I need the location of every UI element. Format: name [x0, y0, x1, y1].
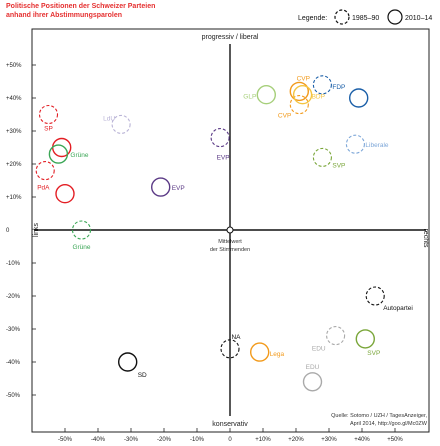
- party-label: FDP: [332, 84, 345, 91]
- legend-label: Legende:: [298, 15, 327, 22]
- party-label: Lega: [270, 351, 285, 358]
- x-tick-label: +30%: [321, 437, 337, 443]
- chart-title-line-2: anhand ihrer Abstimmungsparolen: [6, 12, 123, 19]
- x-tick-label: +50%: [387, 437, 403, 443]
- x-tick-label: 0: [228, 437, 232, 443]
- y-tick-label: -20%: [6, 294, 21, 300]
- party-label: LdU: [103, 115, 115, 122]
- party-marker-cvp: [289, 81, 309, 102]
- chart-title-line-1: Politische Positionen der Schweizer Part…: [6, 3, 156, 10]
- party-marker-autopartei: [365, 286, 385, 306]
- y-tick-label: +10%: [6, 195, 22, 201]
- party-label: SP: [44, 126, 53, 133]
- center-label-line-2: der Stimmenden: [210, 247, 250, 253]
- y-tick-label: -50%: [6, 393, 21, 399]
- x-tick-label: -20%: [157, 437, 172, 443]
- party-marker-edu: [302, 372, 323, 392]
- legend-new-label: 2010–14: [405, 15, 432, 22]
- party-marker-fdp: [312, 75, 332, 95]
- axis-label-left: links: [33, 223, 40, 238]
- party-marker-bdp: [292, 84, 313, 105]
- party-marker-cvp: [289, 95, 309, 115]
- party-label: EDU: [306, 364, 320, 371]
- party-label: PdA: [37, 185, 50, 192]
- party-marker-grüne: [71, 220, 92, 240]
- party-marker-svp: [312, 147, 332, 167]
- party-marker-fdp: [349, 88, 369, 108]
- party-marker-svp: [355, 329, 375, 349]
- y-tick-label: -40%: [6, 360, 21, 366]
- legend-old-label: 1985–90: [352, 15, 379, 22]
- y-tick-label: +30%: [6, 129, 22, 135]
- y-tick-label: +20%: [6, 162, 22, 168]
- party-label: SVP: [367, 350, 380, 357]
- party-marker-glp: [256, 84, 276, 105]
- party-marker-na: [220, 339, 240, 359]
- party-label: NA: [231, 334, 241, 341]
- y-tick-label: +40%: [6, 96, 22, 102]
- source-line-2: April 2014, http://goo.gl/Mc0ZW: [350, 421, 428, 427]
- x-tick-label: +40%: [354, 437, 370, 443]
- party-marker-ldu: [111, 114, 131, 134]
- party-label: Liberale: [365, 142, 389, 149]
- party-label: EVP: [217, 155, 230, 162]
- party-label: BDP: [312, 94, 325, 101]
- party-label: CVP: [297, 75, 310, 82]
- party-marker-sp: [38, 104, 59, 125]
- y-tick-label: -30%: [6, 327, 21, 333]
- party-label: SD: [138, 372, 147, 379]
- party-marker-evp: [150, 177, 171, 197]
- party-marker-pda: [55, 183, 75, 204]
- x-tick-label: -40%: [91, 437, 106, 443]
- party-marker-evp: [210, 128, 230, 148]
- party-marker-pda: [35, 161, 55, 181]
- party-label: SVP: [332, 162, 345, 169]
- x-tick-label: -10%: [190, 437, 205, 443]
- party-marker-grüne: [48, 144, 69, 164]
- source-line-1: Quelle: Sotomo / UZH / TagesAnzeiger,: [331, 413, 427, 419]
- legend-new-marker: [387, 9, 403, 25]
- party-label: GLP: [243, 94, 256, 101]
- x-tick-label: +20%: [288, 437, 304, 443]
- party-marker-lega: [250, 342, 270, 362]
- party-label: Grüne: [72, 244, 90, 251]
- axis-label-top: progressiv / liberal: [202, 34, 259, 41]
- x-tick-label: -50%: [58, 437, 73, 443]
- y-tick-label: +50%: [6, 63, 22, 69]
- center-label-line-1: Mittelwert: [218, 239, 242, 245]
- party-marker-edu: [326, 326, 346, 346]
- party-marker-liberale: [345, 134, 365, 154]
- y-tick-label: -10%: [6, 261, 21, 267]
- plot-frame: [31, 28, 430, 433]
- party-label: EDU: [312, 346, 326, 353]
- party-label: CVP: [278, 113, 291, 120]
- party-label: Grüne: [70, 152, 88, 159]
- x-tick-label: -30%: [124, 437, 139, 443]
- x-tick-label: +10%: [255, 437, 271, 443]
- center-mean-marker: [226, 226, 234, 234]
- party-marker-sd: [117, 352, 138, 372]
- axis-label-right: rechts: [422, 228, 429, 248]
- party-label: Autopartei: [383, 305, 413, 312]
- axis-label-bottom: konservativ: [212, 421, 248, 428]
- y-tick-label: 0: [6, 228, 10, 234]
- legend-old-marker: [334, 9, 350, 25]
- party-label: EVP: [172, 185, 185, 192]
